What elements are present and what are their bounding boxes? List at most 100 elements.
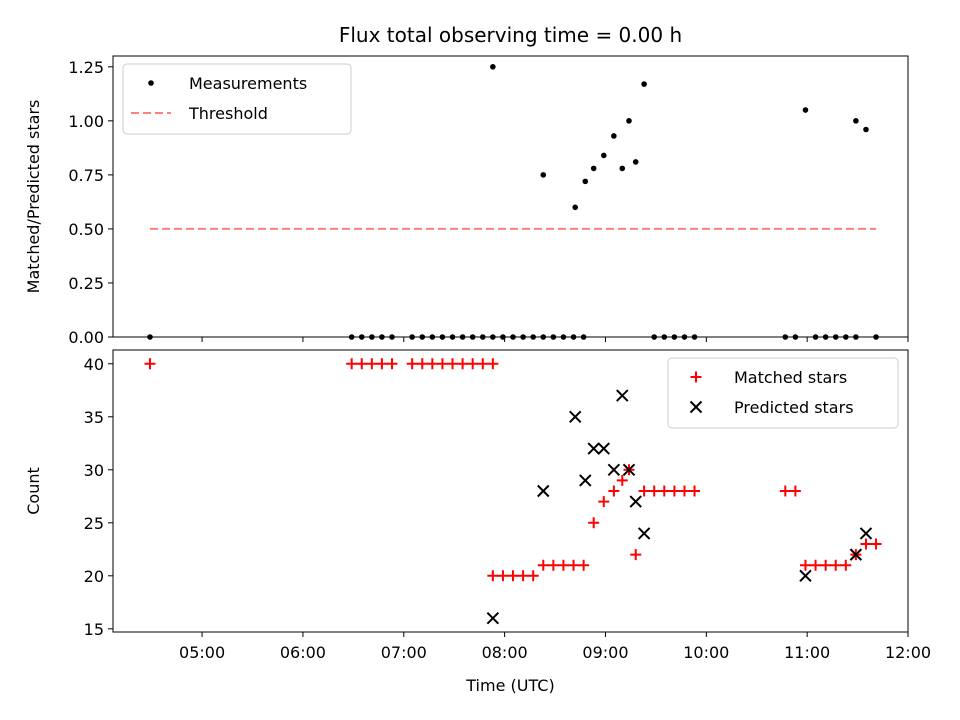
x-tick-label: 11:00 <box>784 643 830 662</box>
measurement-point <box>572 204 579 211</box>
measurement-point <box>651 334 658 340</box>
y-tick-label: 15 <box>84 620 104 639</box>
measurement-point <box>449 334 456 340</box>
top-panel: 0.00 0.25 0.50 0.75 1.00 1.25 Flux total obser… <box>24 23 909 347</box>
measurement-point <box>626 118 632 124</box>
matched-star-point <box>487 570 499 582</box>
measurement-point <box>540 172 547 178</box>
plot-frame <box>112 349 909 633</box>
measurement-point <box>510 334 516 340</box>
predicted-star-point <box>486 612 500 625</box>
measurement-point <box>409 334 415 340</box>
measurement-point <box>358 334 365 340</box>
predicted-star-point <box>849 548 863 561</box>
measurement-point <box>782 334 789 340</box>
matched-star-point <box>608 485 620 497</box>
measurement-point <box>611 133 617 139</box>
x-tick-label: 10:00 <box>683 643 729 662</box>
measurement-point <box>429 334 436 340</box>
x-axis-label: Time (UTC) <box>465 676 554 695</box>
y-tick-label: 1.00 <box>68 112 104 131</box>
measurement-point <box>540 334 547 340</box>
measurement-point <box>681 334 688 340</box>
predicted-star-point <box>569 410 582 423</box>
predicted-star-point <box>597 442 610 455</box>
matched-star-point <box>447 358 459 370</box>
matched-star-point <box>870 538 882 550</box>
measurement-point <box>490 64 496 70</box>
matched-star-point <box>487 358 499 370</box>
matched-star-point <box>799 559 811 571</box>
measurement-point <box>822 334 829 340</box>
matched-star-point <box>144 358 156 370</box>
y-tick-label: 40 <box>84 355 104 374</box>
measurement-point <box>439 334 446 340</box>
measurement-point <box>560 334 567 340</box>
matched-star-point <box>830 559 842 571</box>
x-tick-label: 06:00 <box>280 643 326 662</box>
matched-star-point <box>810 559 822 571</box>
matched-star-point <box>658 485 670 497</box>
measurement-point <box>520 334 526 340</box>
measurement-point <box>590 165 597 172</box>
matched-star-point <box>547 559 559 571</box>
measurement-point <box>419 334 426 340</box>
matched-star-point <box>616 474 628 486</box>
matched-star-point <box>840 559 852 571</box>
measurement-point <box>661 334 668 340</box>
y-tick-label: 30 <box>84 461 104 480</box>
x-tick-label: 08:00 <box>482 643 528 662</box>
matched-star-point <box>356 358 368 370</box>
measurement-point <box>389 334 395 340</box>
measurement-point <box>459 334 466 340</box>
measurement-point <box>853 334 859 340</box>
measurement-point <box>600 152 607 159</box>
matched-star-point <box>467 358 479 370</box>
matched-star-point <box>638 485 650 497</box>
matched-star-point <box>406 358 418 370</box>
legend-marker-measurements <box>148 80 154 86</box>
x-tick-label: 05:00 <box>179 643 225 662</box>
predicted-star-point <box>622 463 636 477</box>
matched-star-point <box>789 485 801 497</box>
measurement-point <box>479 334 486 340</box>
predicted-star-point <box>616 389 629 402</box>
matched-star-point <box>346 358 358 370</box>
matched-star-point <box>457 358 469 370</box>
matched-star-point <box>588 517 600 529</box>
measurement-point <box>792 334 799 340</box>
matched-star-point <box>668 485 680 497</box>
predicted-star-point <box>579 474 592 487</box>
matched-star-point <box>426 358 438 370</box>
matched-star-point <box>779 485 791 497</box>
legend-label: Predicted stars <box>734 398 854 417</box>
legend: Measurements Threshold <box>122 63 352 135</box>
measurement-point <box>641 81 647 87</box>
measurement-point <box>671 334 678 340</box>
matched-star-point <box>598 496 610 508</box>
matched-star-point <box>527 570 539 582</box>
matched-star-point <box>507 570 519 582</box>
matched-star-point <box>648 485 660 497</box>
measurement-point <box>873 334 879 340</box>
measurement-point <box>802 107 809 113</box>
measurement-point <box>570 334 577 340</box>
legend: Matched stars Predicted stars <box>667 357 899 429</box>
measurement-point <box>691 334 698 340</box>
measurement-point <box>369 334 375 340</box>
legend-label: Threshold <box>188 104 268 123</box>
y-tick-label: 0.00 <box>68 328 104 347</box>
y-tick-label: 20 <box>84 567 104 586</box>
predicted-star-point <box>799 569 812 583</box>
measurement-point <box>580 334 587 340</box>
legend-box <box>122 63 352 135</box>
measurement-point <box>863 126 869 133</box>
marks <box>147 64 879 340</box>
legend-label: Measurements <box>189 74 307 93</box>
matched-star-point <box>366 358 378 370</box>
measurement-point <box>853 118 859 124</box>
measurement-point <box>812 334 819 340</box>
y-tick-label: 25 <box>84 514 104 533</box>
measurement-point <box>348 334 355 340</box>
